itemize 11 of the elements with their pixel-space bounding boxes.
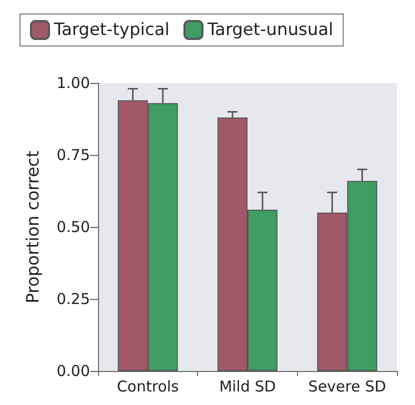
x-tick-label: Controls	[116, 378, 180, 396]
y-tick-label: 0.25	[56, 290, 90, 308]
y-tick-label: 1.00	[56, 74, 90, 92]
x-tick-label: Mild SD	[219, 378, 276, 396]
y-tick-label: 0.00	[56, 362, 90, 380]
legend-label: Target-unusual	[206, 20, 334, 40]
y-axis-title: Proportion correct	[24, 150, 44, 304]
x-tick-label: Severe SD	[308, 378, 386, 396]
y-tick-label: 0.50	[56, 218, 90, 236]
legend-label: Target-typical	[53, 20, 170, 40]
y-tick-label: 0.75	[56, 146, 90, 164]
